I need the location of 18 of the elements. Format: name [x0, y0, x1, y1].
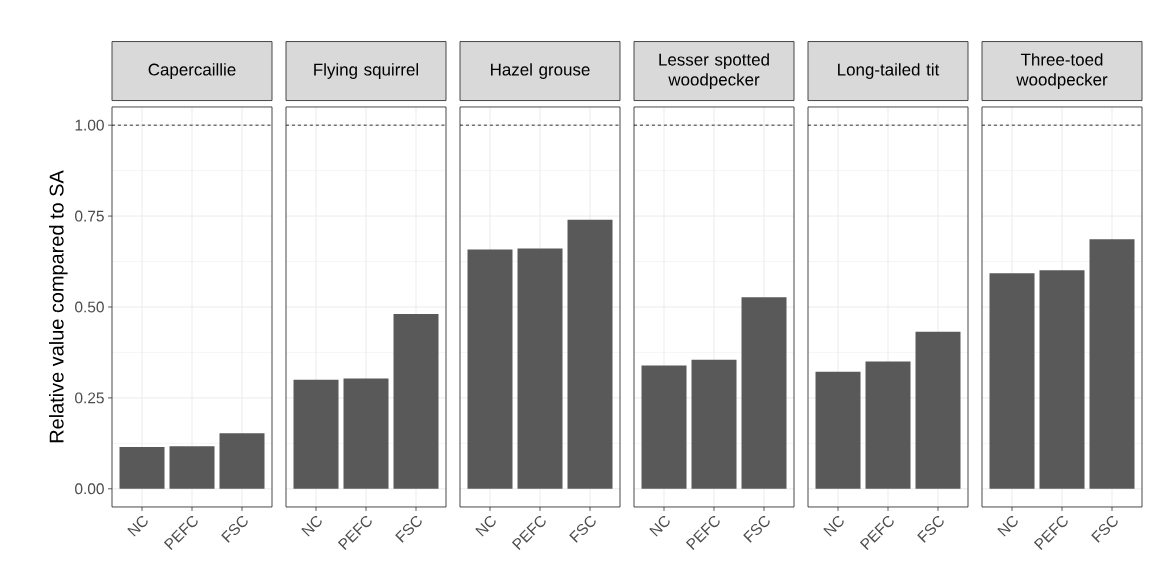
- x-tick-label: NC: [127, 516, 148, 537]
- chart-title: Hazel grouse: [491, 63, 590, 79]
- x-tick-label: NC: [823, 516, 844, 537]
- chart-title: Lesser spotted woodpecker: [659, 53, 769, 89]
- y-tick-label: 1.00: [75, 119, 104, 131]
- chart-title: Capercaillie: [148, 63, 236, 79]
- y-tick-label: 0.00: [75, 483, 104, 495]
- x-tick-label: NC: [649, 516, 670, 537]
- chart-title: Flying squirrel: [314, 63, 419, 79]
- chart-title: Three-toed woodpecker: [1016, 53, 1108, 89]
- y-tick-label: 0.50: [75, 301, 104, 313]
- y-tick-label: 0.25: [75, 392, 104, 404]
- chart-title: Long-tailed tit: [838, 63, 940, 79]
- y-axis-title: Relative value compared to SA: [49, 170, 68, 443]
- x-tick-label: NC: [997, 516, 1018, 537]
- y-tick-label: 0.75: [75, 210, 104, 222]
- x-tick-label: NC: [475, 516, 496, 537]
- x-tick-label: NC: [301, 516, 322, 537]
